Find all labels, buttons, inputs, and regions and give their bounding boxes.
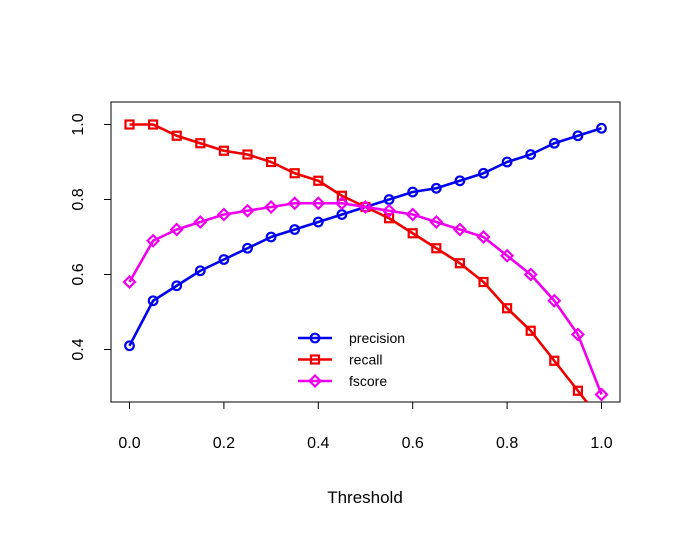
fscore-point (570, 327, 585, 342)
recall-point (431, 243, 442, 254)
fscore-point (334, 196, 349, 211)
fscore-point (264, 199, 279, 215)
recall-point (478, 276, 489, 288)
y-tick-label: 0.6 (70, 263, 87, 285)
fscore-point (240, 203, 255, 218)
legend-label: fscore (349, 373, 387, 389)
recall-point (218, 145, 229, 156)
recall-point (124, 119, 135, 130)
recall-point (242, 149, 253, 160)
y-axis: 0.4 0.6 0.8 1.0 (70, 113, 112, 361)
precision-point (478, 167, 489, 179)
legend-label: precision (349, 330, 405, 346)
legend-swatch-marker (309, 332, 321, 344)
series-layer (122, 119, 609, 425)
recall-point (289, 168, 300, 179)
recall-point (525, 325, 536, 336)
y-tick-label: 1.0 (70, 113, 87, 135)
legend-swatch-marker (309, 354, 321, 365)
recall-point (336, 190, 347, 201)
x-axis-title: Threshold (327, 488, 403, 507)
series-fscore (122, 196, 609, 402)
x-tick-label: 0.2 (213, 435, 235, 452)
recall-point (171, 130, 182, 141)
precision-point (171, 280, 183, 292)
x-axis: 0.0 0.2 0.4 0.6 0.8 1.0 (118, 401, 613, 452)
y-tick-label: 0.8 (70, 188, 87, 210)
recall-point (572, 385, 584, 396)
precision-point (194, 265, 206, 277)
fscore-point (523, 267, 538, 282)
fscore-point (429, 214, 444, 230)
fscore-point (476, 229, 491, 245)
precision-point (430, 182, 442, 194)
precision-point (147, 295, 159, 307)
series-precision (124, 122, 607, 352)
legend-item-fscore: fscore (298, 373, 387, 389)
precision-point (501, 156, 513, 168)
precision-point (454, 175, 466, 187)
precision-point (407, 186, 419, 198)
recall-point (195, 138, 206, 149)
recall-point (549, 355, 560, 366)
recall-point (313, 175, 324, 186)
precision-point (218, 254, 230, 265)
fscore-point (594, 387, 609, 402)
precision-point (242, 242, 253, 254)
legend-label: recall (349, 352, 382, 368)
precision-point (265, 231, 277, 243)
x-tick-label: 0.0 (118, 435, 140, 452)
legend-item-precision: precision (298, 330, 405, 346)
recall-point (598, 417, 606, 425)
precision-point (124, 340, 135, 352)
y-tick-label: 0.4 (70, 338, 87, 360)
precision-point (312, 216, 324, 228)
x-tick-label: 1.0 (590, 435, 612, 452)
fscore-point (547, 293, 562, 308)
fscore-point (500, 248, 515, 263)
fscore-line (128, 201, 603, 395)
precision-point (525, 149, 537, 160)
recall-point (266, 156, 277, 168)
fscore-point (122, 274, 137, 290)
recall-point (502, 303, 513, 314)
fscore-point (405, 207, 420, 222)
precision-point (596, 122, 607, 134)
fscore-point (169, 222, 184, 237)
fscore-point (146, 233, 161, 248)
fscore-point (311, 196, 326, 211)
recall-point (148, 119, 159, 130)
precision-point (572, 130, 584, 142)
precision-point (289, 224, 301, 235)
fscore-point (382, 203, 397, 218)
recall-point (454, 258, 465, 269)
fscore-point (193, 214, 208, 230)
fscore-point (452, 222, 467, 237)
x-tick-label: 0.4 (307, 435, 329, 452)
fscore-point (358, 199, 373, 215)
precision-point (548, 137, 560, 149)
legend-swatch-marker (307, 373, 323, 389)
recall-point (384, 213, 395, 224)
fscore-point (287, 196, 302, 211)
precision-line (128, 127, 602, 347)
legend-item-recall: recall (298, 352, 382, 368)
x-tick-label: 0.8 (496, 435, 518, 452)
legend: precision recall fscore (298, 330, 405, 389)
recall-point (407, 228, 418, 239)
fscore-point (216, 207, 231, 222)
x-tick-label: 0.6 (402, 435, 424, 452)
